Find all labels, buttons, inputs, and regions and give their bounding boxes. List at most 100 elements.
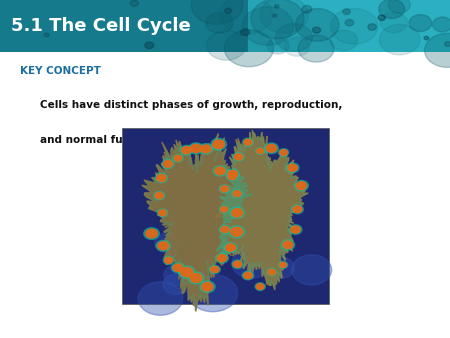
Circle shape — [279, 262, 288, 268]
Circle shape — [209, 265, 220, 273]
Circle shape — [284, 38, 310, 56]
Circle shape — [220, 186, 229, 192]
Circle shape — [240, 29, 249, 35]
Circle shape — [207, 31, 246, 60]
Circle shape — [206, 13, 233, 33]
Circle shape — [425, 33, 450, 67]
Circle shape — [275, 24, 312, 51]
Circle shape — [234, 154, 243, 160]
Circle shape — [225, 8, 232, 14]
Polygon shape — [142, 134, 253, 311]
Circle shape — [199, 144, 213, 154]
Circle shape — [224, 243, 237, 252]
Circle shape — [268, 269, 275, 275]
Circle shape — [224, 30, 274, 67]
Circle shape — [294, 180, 308, 191]
Circle shape — [219, 206, 229, 213]
Circle shape — [220, 226, 229, 233]
Circle shape — [232, 248, 271, 278]
Circle shape — [330, 8, 378, 44]
Circle shape — [220, 207, 228, 212]
Circle shape — [286, 163, 299, 173]
Bar — [0, 0, 248, 52]
Circle shape — [138, 282, 183, 315]
Bar — [122, 128, 328, 304]
Circle shape — [220, 0, 273, 34]
Polygon shape — [216, 130, 308, 290]
Circle shape — [164, 264, 193, 286]
Circle shape — [296, 8, 339, 41]
Circle shape — [182, 147, 191, 154]
Circle shape — [266, 144, 277, 152]
Circle shape — [155, 234, 180, 252]
Circle shape — [228, 170, 238, 178]
Circle shape — [267, 38, 289, 54]
Circle shape — [267, 268, 277, 276]
Circle shape — [234, 261, 242, 267]
Circle shape — [231, 227, 243, 236]
Circle shape — [157, 174, 166, 182]
Circle shape — [388, 0, 410, 13]
Circle shape — [228, 173, 237, 179]
Circle shape — [292, 255, 332, 285]
Circle shape — [345, 20, 354, 26]
Circle shape — [165, 258, 173, 263]
Circle shape — [219, 185, 230, 193]
Circle shape — [188, 274, 238, 312]
Circle shape — [155, 193, 163, 199]
Circle shape — [213, 166, 227, 176]
Circle shape — [226, 172, 238, 181]
Circle shape — [173, 264, 183, 271]
Circle shape — [173, 154, 183, 162]
Circle shape — [264, 143, 279, 153]
Circle shape — [409, 15, 432, 31]
Circle shape — [188, 272, 204, 284]
Circle shape — [144, 228, 159, 239]
Circle shape — [288, 164, 297, 171]
Circle shape — [244, 139, 252, 145]
Circle shape — [229, 226, 245, 238]
Bar — [248, 0, 450, 52]
Text: Cells have distinct phases of growth, reproduction,: Cells have distinct phases of growth, re… — [40, 100, 343, 110]
Circle shape — [211, 138, 226, 150]
Circle shape — [232, 260, 243, 268]
Circle shape — [280, 150, 288, 155]
Circle shape — [189, 143, 203, 154]
Circle shape — [181, 268, 193, 277]
Circle shape — [200, 281, 215, 293]
Circle shape — [163, 161, 172, 167]
Circle shape — [289, 225, 302, 234]
Circle shape — [291, 226, 300, 233]
Circle shape — [226, 244, 235, 251]
Circle shape — [378, 15, 385, 21]
Circle shape — [156, 240, 171, 251]
Circle shape — [257, 148, 264, 153]
Circle shape — [256, 284, 264, 289]
Circle shape — [256, 148, 265, 154]
Circle shape — [213, 140, 225, 149]
Circle shape — [242, 271, 254, 280]
Circle shape — [281, 240, 295, 250]
Polygon shape — [216, 130, 308, 290]
Circle shape — [216, 253, 229, 263]
Circle shape — [158, 209, 168, 217]
Circle shape — [283, 241, 293, 249]
Circle shape — [215, 167, 225, 175]
Circle shape — [280, 262, 287, 267]
Text: 5.1 The Cell Cycle: 5.1 The Cell Cycle — [11, 17, 191, 35]
Circle shape — [230, 207, 245, 218]
Circle shape — [146, 229, 158, 238]
Circle shape — [242, 7, 293, 45]
Circle shape — [171, 263, 184, 273]
Circle shape — [159, 210, 166, 216]
Circle shape — [312, 27, 320, 33]
Circle shape — [226, 169, 239, 179]
Circle shape — [163, 274, 190, 294]
Circle shape — [243, 138, 253, 146]
Circle shape — [232, 190, 243, 198]
Circle shape — [226, 245, 234, 251]
Circle shape — [293, 206, 302, 213]
Circle shape — [380, 12, 408, 33]
Circle shape — [379, 0, 405, 19]
Circle shape — [432, 17, 450, 32]
